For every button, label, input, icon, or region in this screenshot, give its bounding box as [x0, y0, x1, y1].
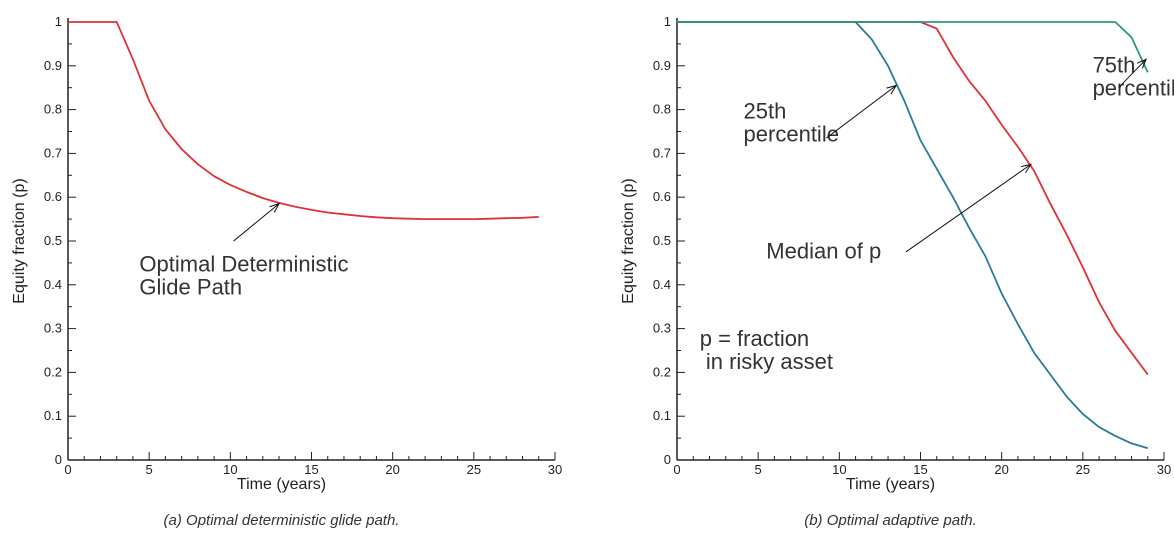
- chart-2-annotation-1: 25th percentile: [744, 98, 839, 146]
- chart-2-y-tick-label: 0.9: [653, 58, 671, 73]
- chart-1-y-tick-label: 1: [55, 14, 62, 29]
- chart-2-annotation-2: Median of p: [766, 239, 881, 264]
- chart-2-annotation-1-arrow: [826, 84, 898, 139]
- chart-2-x-tick-label: 0: [673, 462, 680, 477]
- chart-2-x-tick-label: 25: [1076, 462, 1090, 477]
- chart-1-y-tick-label: 0.4: [44, 277, 62, 292]
- chart-1-annotation-1-line-2: Glide Path: [139, 275, 242, 300]
- chart-1-annotation-1: Optimal Deterministic Glide Path: [139, 252, 348, 300]
- chart-1-x-tick-label: 15: [304, 462, 318, 477]
- chart-2-x-tick-label: 20: [994, 462, 1008, 477]
- chart-2-annotation-1-line-2: percentile: [744, 121, 839, 146]
- chart-1-series-1-line: [68, 21, 539, 221]
- chart-1-annotation-1-arrow: [233, 202, 281, 242]
- chart-2-y-tick-label: 0.8: [653, 102, 671, 117]
- chart-1-y-tick-label: 0.2: [44, 364, 62, 379]
- chart-2-caption: (b) Optimal adaptive path.: [804, 512, 977, 529]
- chart-1-x-tick-label: 20: [385, 462, 399, 477]
- chart-2-y-tick-label: 1: [664, 14, 671, 29]
- chart-2-y-tick-label: 0.7: [653, 145, 671, 160]
- chart-2-annotation-3-arrow: [1118, 58, 1148, 89]
- chart-2-y-tick-label: 0: [664, 452, 671, 467]
- chart-2-x-tick-label: 15: [913, 462, 927, 477]
- chart-1-annotation-1-line-1: Optimal Deterministic: [139, 252, 348, 277]
- chart-1-y-tick-label: 0.6: [44, 189, 62, 204]
- chart-2-y-tick-label: 0.4: [653, 277, 671, 292]
- chart-2-series-2-line: [677, 21, 1149, 376]
- chart-1-x-axis-title: Time (years): [237, 476, 326, 493]
- chart-panel-1: 0 5 10 15 20 25 30 0 0.1 0.2 0.3 0.4 0.5 0.6 0.7 0.8 0.9…: [11, 14, 562, 529]
- chart-1-y-tick-label: 0.7: [44, 145, 62, 160]
- chart-2-series-3-line: [677, 21, 1149, 73]
- chart-2-y-tick-label: 0.5: [653, 233, 671, 248]
- chart-2-series-1-line: [677, 21, 1149, 450]
- chart-2-annotation-4-line-2: in risky asset: [700, 349, 833, 374]
- chart-1-caption: (a) Optimal deterministic glide path.: [164, 512, 400, 529]
- chart-2-annotation-1-line-1: 25th: [744, 98, 787, 123]
- chart-1-y-tick-label: 0.3: [44, 321, 62, 336]
- chart-2-x-tick-label: 5: [755, 462, 762, 477]
- chart-1-x-tick-label: 25: [467, 462, 481, 477]
- chart-2-annotation-3-line-1: 75th: [1093, 52, 1136, 77]
- chart-1-x-tick-label: 0: [64, 462, 71, 477]
- chart-2-annotation-3-line-2: percentile: [1093, 75, 1174, 100]
- chart-2-y-tick-label: 0.6: [653, 189, 671, 204]
- chart-2-x-tick-label: 10: [832, 462, 846, 477]
- chart-1-x-tick-label: 10: [223, 462, 237, 477]
- chart-1-y-tick-label: 0.9: [44, 58, 62, 73]
- chart-2-annotation-2-line-1: Median of p: [766, 239, 881, 264]
- chart-1-y-tick-label: 0.5: [44, 233, 62, 248]
- chart-1-y-axis-title: Equity fraction (p): [11, 178, 28, 303]
- chart-1-y-tick-label: 0.1: [44, 408, 62, 423]
- chart-panel-2: 0 5 10 15 20 25 30 0 0.1 0.2 0.3 0.4 0.5 0.6 0.7 0.8 0.9…: [620, 14, 1174, 529]
- chart-2-annotation-3: 75thpercentile: [1093, 52, 1174, 100]
- chart-2-x-tick-label: 30: [1157, 462, 1171, 477]
- chart-2-annotation-4-line-1: p = fraction: [700, 326, 809, 351]
- chart-2-annotation-4: p = fraction in risky asset: [700, 326, 833, 374]
- chart-1-y-tick-label: 0.8: [44, 102, 62, 117]
- chart-2-x-axis-title: Time (years): [846, 476, 935, 493]
- chart-1-y-tick-label: 0: [55, 452, 62, 467]
- chart-2-y-tick-label: 0.2: [653, 364, 671, 379]
- chart-2-y-tick-label: 0.3: [653, 321, 671, 336]
- chart-2-annotation-2-arrow: [905, 163, 1032, 253]
- chart-1-x-tick-label: 30: [548, 462, 562, 477]
- chart-2-y-axis-title: Equity fraction (p): [620, 178, 637, 303]
- chart-2-y-tick-label: 0.1: [653, 408, 671, 423]
- chart-1-x-tick-label: 5: [146, 462, 153, 477]
